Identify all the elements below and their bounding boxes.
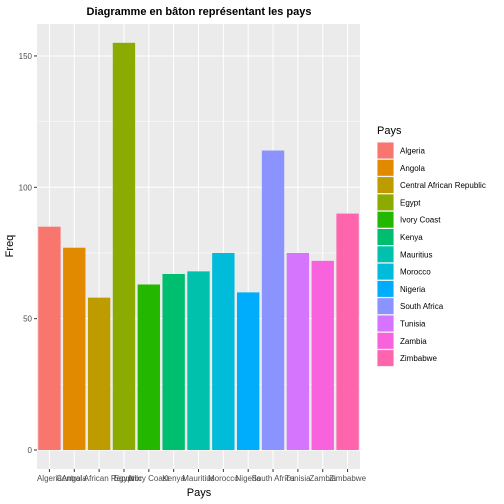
legend-label: Algeria (400, 147, 425, 156)
bar-ivory-coast (138, 284, 160, 450)
legend-key (378, 143, 394, 159)
legend-label: Egypt (400, 198, 421, 207)
legend-label: Ivory Coast (400, 216, 441, 225)
legend-label: Morocco (400, 268, 431, 277)
legend-label: Angola (400, 164, 425, 173)
legend-key (378, 264, 394, 280)
bar-angola (63, 248, 85, 450)
legend-title: Pays (377, 125, 402, 137)
bar-morocco (212, 253, 234, 450)
chart-title: Diagramme en bâton représentant les pays (87, 6, 312, 18)
legend: Pays Algeria Angola Central African Republ… (377, 125, 486, 367)
bar-algeria (38, 227, 60, 450)
legend-key (378, 333, 394, 349)
x-axis-title: Pays (187, 487, 212, 499)
bar-nigeria (237, 292, 259, 450)
legend-key (378, 177, 394, 193)
legend-label: Tunisia (400, 320, 426, 329)
y-tick-label: 50 (23, 315, 32, 324)
bar-mauritius (187, 271, 209, 450)
legend-label: Zambia (400, 337, 427, 346)
legend-label: Kenya (400, 233, 423, 242)
legend-label: South Africa (400, 302, 444, 311)
legend-key (378, 246, 394, 262)
legend-label: Mauritius (400, 250, 432, 259)
legend-key (378, 281, 394, 297)
legend-label: Nigeria (400, 285, 426, 294)
y-axis-title: Freq (4, 235, 16, 258)
legend-key (378, 212, 394, 228)
bar-central-african-republic (88, 298, 110, 450)
legend-key (378, 160, 394, 176)
bar-egypt (113, 43, 135, 450)
legend-key (378, 350, 394, 366)
legend-label: Zimbabwe (400, 354, 437, 363)
y-tick-label: 100 (19, 183, 33, 192)
bar-zambia (312, 261, 334, 450)
bar-kenya (162, 274, 184, 450)
y-tick-label: 150 (19, 52, 33, 61)
legend-label: Central African Republic (400, 181, 486, 190)
legend-key (378, 194, 394, 210)
y-axis: 0 50 100 150 (19, 52, 37, 455)
bar-south-africa (262, 151, 284, 450)
y-tick-label: 0 (28, 446, 33, 455)
x-tick-label: Zimbabwe (329, 474, 366, 483)
legend-key (378, 298, 394, 314)
bar-tunisia (287, 253, 309, 450)
legend-key (378, 229, 394, 245)
bar-zimbabwe (336, 214, 358, 450)
x-tick-label: Tunisia (285, 474, 311, 483)
legend-key (378, 316, 394, 332)
